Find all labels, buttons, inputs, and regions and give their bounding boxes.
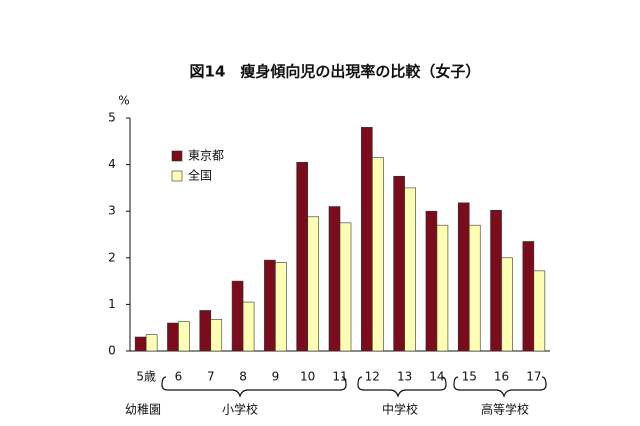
bar [501, 257, 513, 352]
legend-label: 東京都 [188, 149, 224, 163]
bar [490, 209, 502, 352]
x-tick-label: 17 [526, 370, 541, 384]
x-tick-label: 13 [397, 370, 412, 384]
bar [393, 175, 405, 352]
legend-swatch [171, 150, 183, 162]
group-label: 中学校 [382, 402, 418, 417]
bar [231, 280, 244, 352]
bar [264, 259, 276, 352]
bar [339, 222, 352, 352]
y-axis-unit: % [118, 94, 129, 108]
x-tick-label: 14 [429, 370, 444, 384]
bracket [357, 376, 447, 398]
bar [328, 206, 341, 352]
group-label: 高等学校 [481, 402, 529, 417]
y-tick-label: 1 [108, 297, 116, 311]
bar [296, 161, 308, 352]
group-label: 小学校 [222, 402, 258, 417]
legend-swatch [171, 170, 183, 182]
x-tick-label: 15 [462, 370, 477, 384]
y-tick-label: 5 [108, 111, 116, 125]
bar [457, 202, 470, 352]
bar [178, 321, 190, 352]
bar [468, 224, 481, 352]
legend-label: 全国 [188, 168, 212, 183]
x-tick-label: 7 [207, 370, 215, 384]
y-tick-label: 3 [108, 204, 116, 218]
bar [242, 301, 255, 352]
bar [145, 334, 158, 352]
bar [210, 319, 223, 352]
y-tick-label: 4 [108, 157, 116, 171]
bar [275, 262, 287, 352]
x-tick-label: 6 [175, 370, 183, 384]
bar [199, 310, 212, 352]
x-tick-label: 11 [332, 370, 347, 384]
bar [522, 241, 535, 352]
x-tick-label: 16 [494, 370, 509, 384]
bar [361, 127, 373, 352]
x-tick-label: 9 [272, 370, 280, 384]
x-tick-label: 8 [239, 370, 247, 384]
x-tick-label: 12 [365, 370, 380, 384]
bar [167, 322, 179, 352]
y-tick-label: 0 [108, 344, 116, 358]
bar [372, 157, 384, 352]
bar [404, 187, 416, 352]
bar [533, 270, 546, 352]
x-tick-label: 5歳 [136, 370, 156, 384]
bracket [161, 376, 347, 398]
bar [425, 210, 438, 352]
bracket [453, 376, 547, 398]
x-tick-label: 10 [300, 370, 315, 384]
y-tick-label: 2 [108, 250, 116, 264]
chart-title: 図14 痩身傾向児の出現率の比較（女子） [190, 63, 481, 81]
group-label: 幼稚園 [125, 403, 161, 417]
bar [307, 216, 319, 352]
bar [134, 336, 147, 352]
bar [436, 224, 449, 352]
